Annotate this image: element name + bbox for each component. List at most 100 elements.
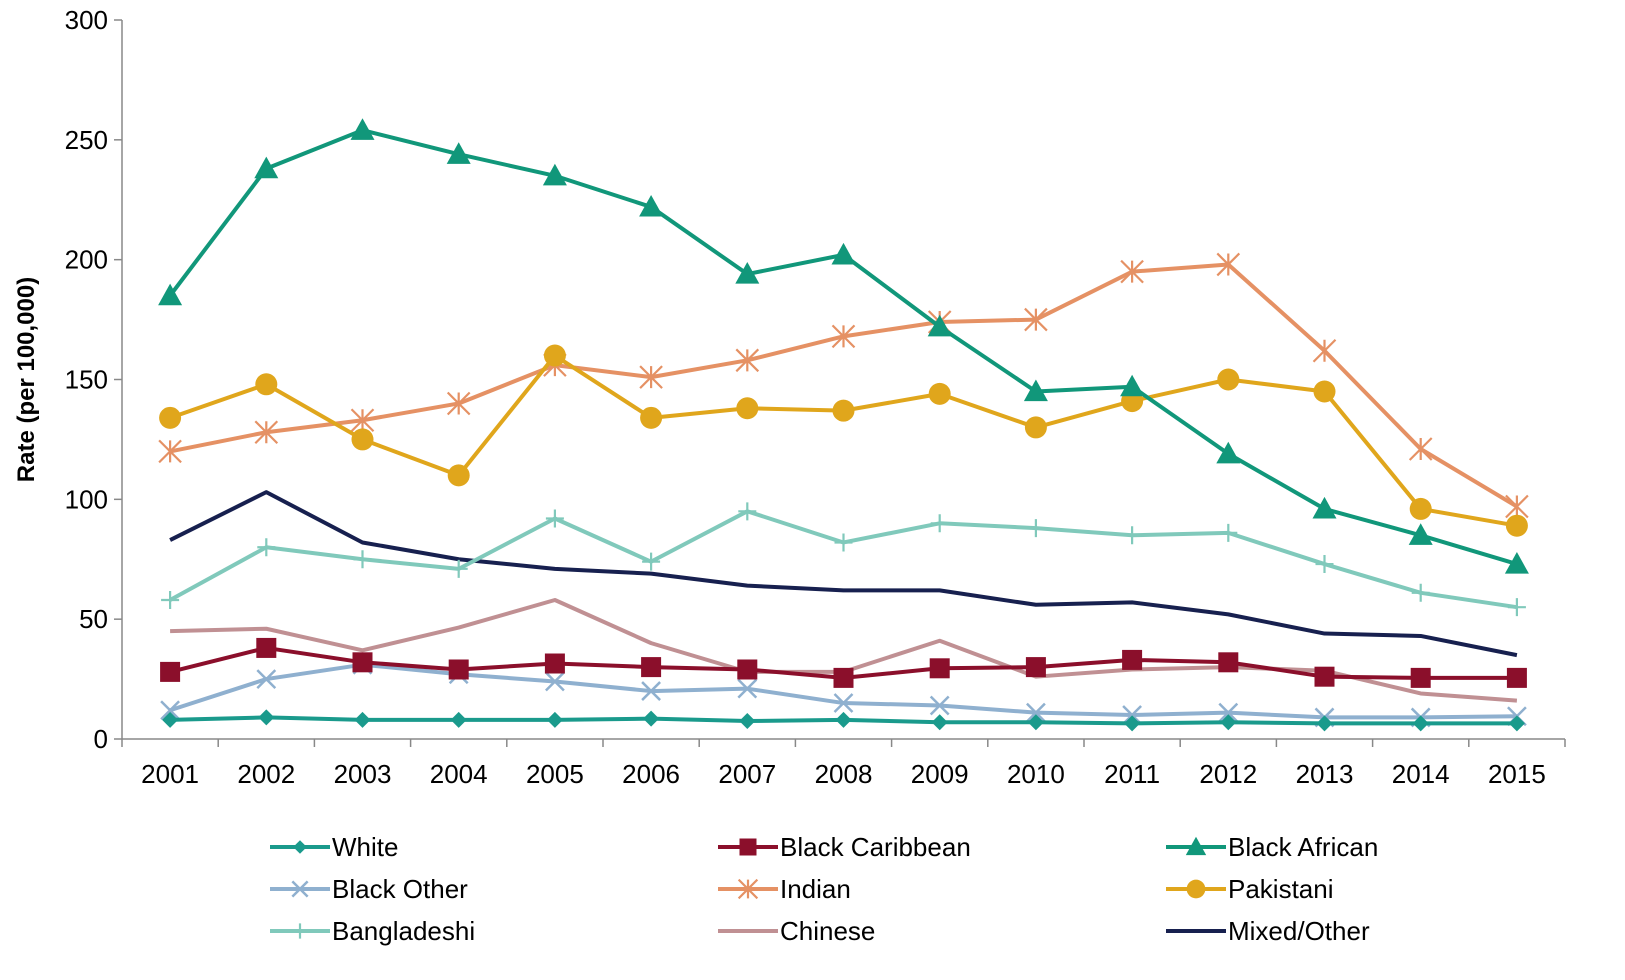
x-tick-label: 2006 xyxy=(622,759,680,789)
data-point xyxy=(1220,714,1237,731)
data-point xyxy=(256,637,277,658)
data-point xyxy=(643,710,660,727)
data-point xyxy=(739,713,756,730)
data-point xyxy=(545,509,564,528)
x-tick-label: 2009 xyxy=(911,759,969,789)
data-point xyxy=(640,406,663,429)
x-tick-label: 2001 xyxy=(141,759,199,789)
data-point xyxy=(1024,416,1047,439)
x-tick-label: 2003 xyxy=(334,759,392,789)
data-point xyxy=(293,840,307,854)
x-tick-label: 2012 xyxy=(1199,759,1257,789)
series-layer xyxy=(158,118,1529,732)
y-tick-label: 50 xyxy=(79,604,108,634)
data-point xyxy=(158,283,183,306)
data-point xyxy=(160,700,180,721)
y-tick-label: 250 xyxy=(65,125,108,155)
data-point xyxy=(256,669,277,689)
data-point xyxy=(1185,836,1207,856)
data-point xyxy=(257,538,276,557)
data-point xyxy=(292,923,308,939)
legend-item: Black African xyxy=(1166,832,1378,862)
series-pakistani xyxy=(159,344,1528,537)
data-point xyxy=(351,428,374,451)
y-tick-label: 150 xyxy=(65,365,108,395)
data-point xyxy=(835,711,852,728)
data-point xyxy=(1026,519,1045,538)
x-tick-label: 2005 xyxy=(526,759,584,789)
data-point xyxy=(1412,715,1429,732)
data-point xyxy=(1026,702,1046,723)
data-point xyxy=(1316,715,1333,732)
legend-item: Bangladeshi xyxy=(270,916,475,946)
data-point xyxy=(1219,523,1238,542)
data-point xyxy=(1218,702,1239,723)
data-point xyxy=(446,391,471,416)
series-line xyxy=(169,262,1518,509)
data-point xyxy=(1507,598,1526,617)
data-point xyxy=(352,652,373,673)
data-point xyxy=(1505,514,1528,537)
series-white xyxy=(162,709,1525,732)
data-point xyxy=(739,838,757,856)
legend: White Black Caribbean Black African Black O… xyxy=(270,832,1378,946)
data-point xyxy=(544,653,565,674)
x-tick-label: 2014 xyxy=(1392,759,1450,789)
data-point xyxy=(642,552,661,571)
data-point xyxy=(449,559,468,578)
data-point xyxy=(546,711,563,728)
legend-label: White xyxy=(332,832,398,862)
data-point xyxy=(447,464,470,487)
data-point xyxy=(1124,715,1141,732)
series-black-caribbean xyxy=(160,637,1527,688)
data-point xyxy=(641,681,661,701)
data-point xyxy=(833,667,854,688)
series-indian xyxy=(158,252,1529,519)
x-tick-label: 2011 xyxy=(1104,759,1160,789)
data-point xyxy=(254,156,279,179)
data-point xyxy=(833,693,854,713)
y-axis-ticks: 0 50 100 150 200 250 300 xyxy=(65,5,122,754)
data-point xyxy=(542,163,567,186)
data-point xyxy=(735,262,760,284)
data-point xyxy=(1504,552,1529,574)
legend-item: Black Other xyxy=(270,874,468,904)
series-black-other xyxy=(160,654,1527,728)
data-point xyxy=(1216,441,1241,464)
data-point xyxy=(738,502,757,521)
x-tick-label: 2015 xyxy=(1488,759,1546,789)
data-point xyxy=(1120,259,1144,284)
data-point xyxy=(1218,652,1239,673)
data-point xyxy=(254,420,279,445)
data-point xyxy=(832,399,855,422)
data-point xyxy=(448,659,469,680)
data-point xyxy=(450,711,467,728)
x-tick-label: 2008 xyxy=(815,759,873,789)
legend-label: Chinese xyxy=(780,916,875,946)
data-point xyxy=(737,878,759,900)
data-point xyxy=(1216,252,1241,277)
data-point xyxy=(1506,667,1527,688)
data-point xyxy=(639,365,663,389)
data-point xyxy=(291,880,309,898)
y-tick-label: 100 xyxy=(65,484,108,514)
data-point xyxy=(446,142,471,164)
data-point xyxy=(737,678,758,699)
x-tick-label: 2013 xyxy=(1296,759,1354,789)
series-black-african xyxy=(158,118,1529,574)
series-line xyxy=(169,509,1518,610)
legend-item: Black Caribbean xyxy=(718,832,971,862)
legend-item: Pakistani xyxy=(1166,874,1334,904)
y-tick-label: 200 xyxy=(65,245,108,275)
axes xyxy=(121,20,1565,740)
data-point xyxy=(834,533,853,552)
data-point xyxy=(1315,555,1334,574)
series-mixed-other xyxy=(169,490,1518,658)
data-point xyxy=(1217,368,1240,391)
data-point xyxy=(1411,583,1430,602)
data-point xyxy=(1024,307,1048,332)
data-point xyxy=(1314,666,1335,687)
data-point xyxy=(350,408,375,433)
data-point xyxy=(1186,879,1206,899)
